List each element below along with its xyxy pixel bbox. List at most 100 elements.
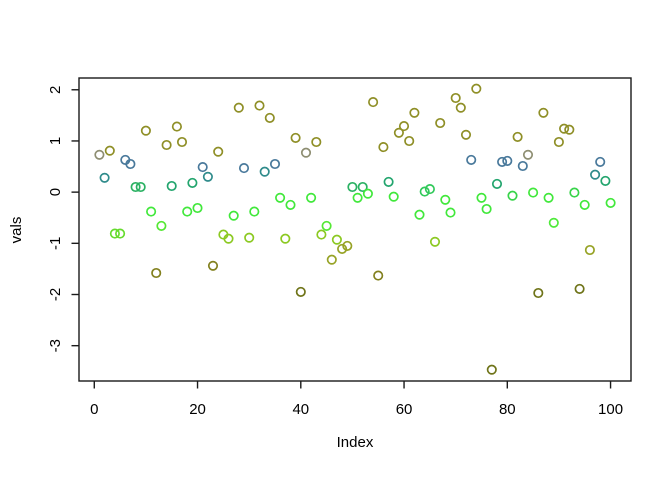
x-axis-ticks [93,381,612,389]
data-point [440,194,451,205]
x-axis-title: Index [337,434,374,451]
data-point [352,192,363,203]
data-point [342,240,353,251]
data-point [543,192,554,203]
data-point [362,188,373,199]
data-point [238,163,250,174]
data-point [115,228,126,239]
data-point [326,254,337,265]
data-point [280,233,291,244]
data-point [99,172,110,183]
data-point [486,364,497,375]
data-point [564,124,575,135]
data-point [414,209,425,220]
data-point [275,192,286,203]
data-point [254,100,265,111]
data-point [393,127,404,138]
y-axis-tick-labels: -3 -2 -1 0 1 2 [47,86,64,353]
data-point [502,155,513,166]
y-tick-label: 1 [47,137,64,145]
data-point [295,286,306,297]
data-point [368,97,379,108]
x-tick-label: 40 [292,401,309,418]
data-point [104,145,115,156]
data-point [207,260,219,271]
data-point [497,156,508,167]
data-point [460,129,472,140]
data-point [491,178,503,189]
data-point [228,210,239,221]
data-point [538,107,549,118]
data-point [404,135,415,147]
x-tick-label: 60 [396,401,413,418]
data-point [481,203,492,215]
data-point [553,136,564,148]
data-point [176,136,188,148]
data-point [409,107,420,118]
data-point [357,181,368,193]
data-point [156,220,167,231]
data-point [450,92,461,104]
data-point [435,117,446,129]
data-point [125,158,136,170]
y-axis-ticks [71,89,79,347]
data-point [233,102,244,113]
data-point [94,149,105,160]
data-point [476,192,487,203]
data-point [590,169,601,180]
data-point [347,181,358,193]
data-point [584,244,595,256]
data-point [605,197,616,208]
x-tick-label: 20 [189,401,206,418]
data-point [548,217,559,228]
y-tick-label: -2 [47,288,64,301]
data-point [331,234,342,245]
data-point [223,233,234,244]
data-point [378,142,389,153]
data-point [419,186,430,197]
data-point [135,181,146,193]
data-point [269,158,281,170]
data-point [522,149,534,160]
data-point [285,199,296,210]
data-point [383,176,394,187]
data-point [300,147,312,158]
data-point [249,206,260,217]
y-tick-label: -3 [47,339,64,352]
y-axis-title: vals [8,217,25,244]
data-point [161,139,172,151]
data-point [140,125,151,136]
data-point [171,121,182,132]
data-point [445,207,456,218]
data-point [337,243,348,254]
data-point [600,175,611,186]
data-point [192,202,203,214]
data-point [533,287,544,299]
plot-box [78,77,632,382]
data-point [202,171,213,182]
data-point [187,177,198,188]
data-point [398,121,410,132]
data-point [528,187,539,198]
data-point [244,232,255,243]
data-point [182,206,193,217]
y-tick-label: -1 [47,237,64,250]
y-tick-label: 0 [47,188,64,196]
x-tick-label: 100 [598,401,623,418]
data-point [517,160,528,172]
data-point [507,190,518,201]
data-point [512,131,523,142]
data-point [595,156,606,167]
data-point [574,283,585,294]
data-point [424,184,435,195]
data-point [373,270,384,281]
data-point [146,206,157,217]
x-tick-label: 80 [499,401,516,418]
y-tick-label: 2 [47,86,64,94]
data-point [264,112,275,123]
data-point [311,136,322,148]
data-point [471,83,482,94]
data-point [429,236,441,247]
